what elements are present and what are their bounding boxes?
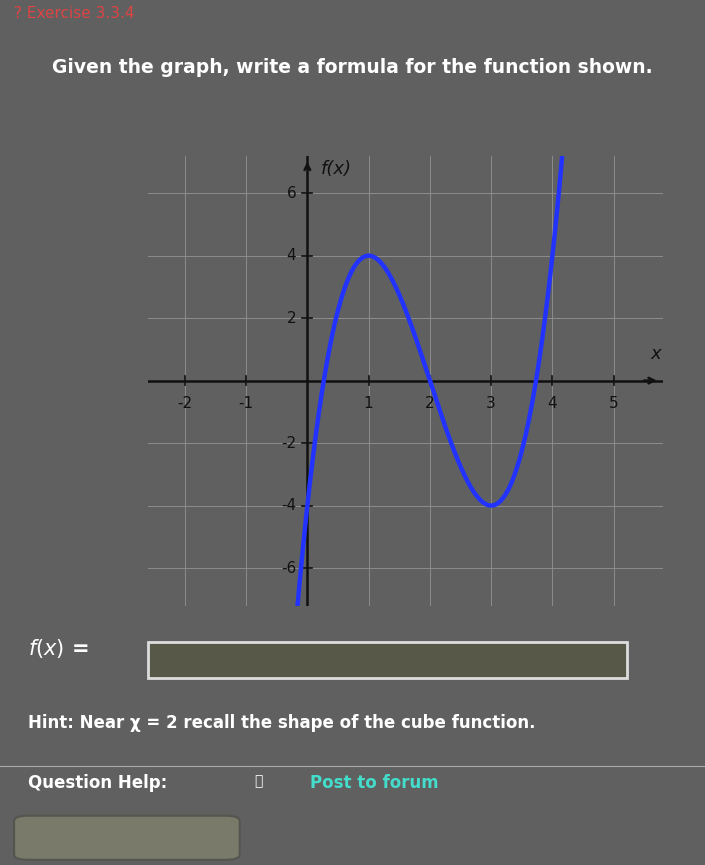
Text: -4: -4 xyxy=(281,498,296,513)
FancyBboxPatch shape xyxy=(14,816,240,860)
Text: 4: 4 xyxy=(548,396,557,411)
Text: -1: -1 xyxy=(238,396,254,411)
Text: Hint: Near χ = 2 recall the shape of the cube function.: Hint: Near χ = 2 recall the shape of the… xyxy=(28,714,536,733)
Text: -2: -2 xyxy=(177,396,192,411)
Text: Question Help:: Question Help: xyxy=(28,774,168,792)
Text: Submit Quest: Submit Quest xyxy=(68,830,185,845)
Text: 1: 1 xyxy=(364,396,374,411)
Text: 4: 4 xyxy=(287,248,296,263)
Text: $f(x)$ =: $f(x)$ = xyxy=(28,637,89,660)
Text: -6: -6 xyxy=(281,561,296,575)
Text: f(x): f(x) xyxy=(321,160,352,178)
Text: ? Exercise 3.3.4: ? Exercise 3.3.4 xyxy=(14,6,135,22)
Text: 💬: 💬 xyxy=(254,774,262,788)
Text: x: x xyxy=(650,345,661,363)
Text: 6: 6 xyxy=(286,186,296,201)
Text: Given the graph, write a formula for the function shown.: Given the graph, write a formula for the… xyxy=(52,59,653,77)
Text: 5: 5 xyxy=(609,396,618,411)
Text: -2: -2 xyxy=(281,436,296,451)
Text: 2: 2 xyxy=(287,311,296,325)
Text: 3: 3 xyxy=(486,396,496,411)
Text: 2: 2 xyxy=(425,396,435,411)
Text: Post to forum: Post to forum xyxy=(310,774,439,792)
FancyBboxPatch shape xyxy=(148,642,627,678)
